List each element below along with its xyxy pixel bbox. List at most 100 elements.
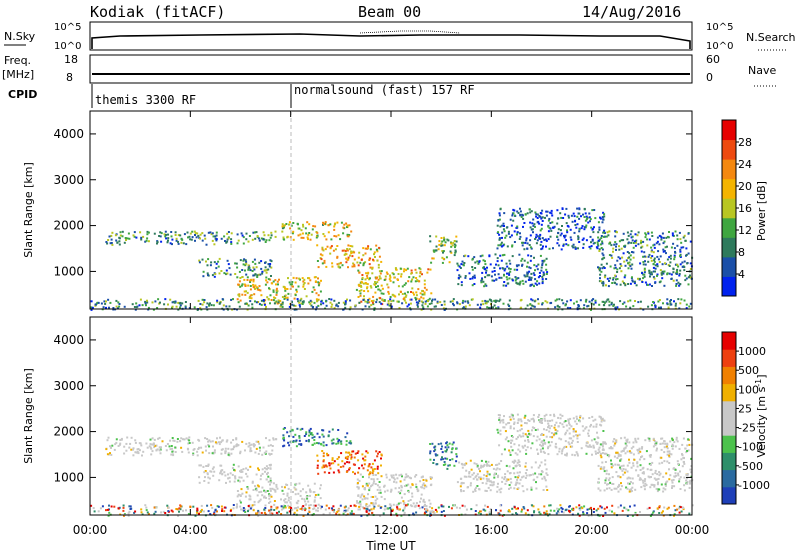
echo-cell	[214, 509, 217, 512]
echo-cell	[202, 510, 205, 513]
echo-cell	[219, 470, 222, 473]
echo-cell	[572, 428, 575, 430]
echo-cell	[531, 228, 534, 231]
echo-cell	[196, 507, 199, 510]
echo-cell	[149, 443, 152, 446]
echo-cell	[264, 504, 267, 507]
echo-cell	[676, 263, 679, 266]
echo-cell	[455, 235, 458, 238]
echo-cell	[220, 441, 223, 444]
echo-cell	[254, 287, 256, 290]
echo-cell	[506, 282, 509, 285]
echo-cell	[394, 487, 397, 490]
echo-cell	[484, 263, 487, 266]
echo-cell	[392, 503, 395, 506]
echo-cell	[494, 253, 497, 256]
echo-cell	[268, 509, 271, 512]
echo-cell	[345, 443, 348, 446]
echo-cell	[532, 417, 535, 420]
echo-cell	[360, 514, 363, 517]
echo-cell	[347, 266, 349, 269]
echo-cell	[632, 242, 635, 244]
echo-cell	[366, 484, 369, 487]
echo-cell	[245, 260, 248, 263]
echo-cell	[454, 249, 457, 252]
echo-cell	[660, 306, 662, 309]
echo-cell	[452, 241, 455, 244]
echo-cell	[663, 460, 666, 463]
echo-cell	[611, 256, 614, 259]
echo-cell	[471, 268, 474, 271]
echo-cell	[503, 225, 505, 227]
echo-cell	[332, 249, 335, 252]
echo-cell	[512, 467, 515, 470]
echo-cell	[374, 502, 377, 505]
echo-cell	[218, 257, 221, 260]
echo-cell	[321, 505, 323, 508]
echo-cell	[288, 510, 291, 513]
echo-cell	[91, 306, 94, 309]
echo-cell	[248, 444, 251, 447]
echo-cell	[659, 255, 662, 258]
echo-cell	[194, 239, 196, 242]
echo-cell	[139, 442, 142, 445]
echo-cell	[359, 496, 362, 499]
echo-cell	[337, 305, 340, 308]
echo-cell	[567, 508, 570, 511]
echo-cell	[545, 263, 548, 266]
echo-cell	[421, 486, 424, 489]
echo-cell	[684, 279, 687, 282]
echo-cell	[341, 460, 344, 463]
nave-tick-high: 60	[706, 53, 720, 66]
echo-cell	[596, 431, 598, 434]
echo-cell	[336, 437, 339, 440]
echo-cell	[187, 442, 190, 445]
echo-cell	[321, 450, 324, 452]
echo-cell	[419, 271, 422, 273]
echo-cell	[522, 490, 525, 493]
echo-cell	[346, 233, 349, 236]
echo-cell	[570, 214, 573, 217]
echo-cell	[545, 257, 548, 260]
echo-cell	[160, 511, 163, 514]
echo-cell	[299, 508, 302, 510]
echo-cell	[481, 277, 483, 280]
echo-cell	[588, 216, 591, 219]
echo-cell	[596, 241, 599, 244]
echo-cell	[99, 507, 102, 510]
echo-cell	[435, 235, 438, 238]
echo-cell	[264, 266, 267, 269]
echo-cell	[405, 294, 408, 297]
echo-cell	[642, 466, 645, 469]
echo-cell	[236, 233, 239, 236]
echo-cell	[377, 263, 380, 266]
echo-cell	[682, 456, 685, 459]
echo-cell	[485, 477, 488, 480]
echo-cell	[159, 235, 162, 238]
echo-cell	[588, 508, 591, 510]
echo-cell	[562, 511, 565, 514]
cpid-label: CPID	[8, 88, 37, 101]
echo-cell	[116, 241, 119, 244]
echo-cell	[261, 486, 264, 489]
echo-cell	[460, 489, 462, 491]
y-tick-label: 2000	[53, 219, 84, 233]
echo-cell	[508, 415, 511, 418]
echo-cell	[542, 442, 545, 445]
echo-cell	[446, 457, 449, 460]
echo-cell	[592, 303, 595, 306]
echo-cell	[514, 279, 517, 282]
echo-cell	[545, 435, 548, 438]
echo-cell	[347, 507, 350, 510]
echo-cell	[655, 487, 658, 490]
echo-cell	[521, 508, 523, 511]
echo-cell	[321, 466, 324, 469]
echo-cell	[225, 440, 228, 443]
echo-cell	[490, 463, 493, 466]
echo-cell	[464, 276, 467, 279]
echo-cell	[363, 507, 366, 510]
echo-cell	[366, 286, 369, 289]
echo-cell	[365, 510, 368, 513]
echo-cell	[329, 252, 332, 255]
echo-cell	[496, 485, 499, 488]
